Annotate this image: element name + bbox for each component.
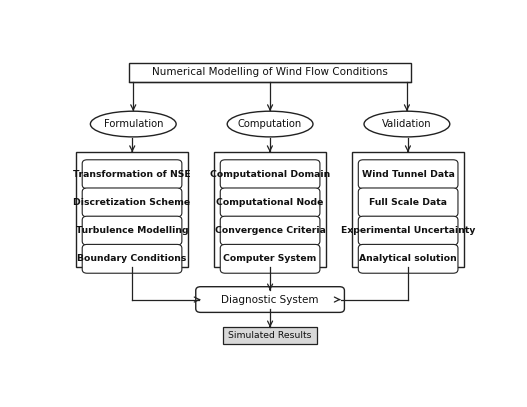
FancyBboxPatch shape <box>220 244 320 273</box>
Text: Computation: Computation <box>238 119 302 129</box>
Ellipse shape <box>91 111 176 137</box>
Text: Transformation of NSE: Transformation of NSE <box>73 170 191 179</box>
Ellipse shape <box>227 111 313 137</box>
FancyBboxPatch shape <box>358 244 458 273</box>
FancyBboxPatch shape <box>352 152 464 267</box>
Ellipse shape <box>364 111 450 137</box>
Text: Formulation: Formulation <box>103 119 163 129</box>
FancyBboxPatch shape <box>82 160 182 188</box>
Text: Full Scale Data: Full Scale Data <box>369 198 447 207</box>
Text: Numerical Modelling of Wind Flow Conditions: Numerical Modelling of Wind Flow Conditi… <box>152 67 388 77</box>
FancyBboxPatch shape <box>358 160 458 188</box>
FancyBboxPatch shape <box>220 216 320 245</box>
FancyBboxPatch shape <box>129 63 411 82</box>
FancyBboxPatch shape <box>220 188 320 217</box>
Text: Computational Node: Computational Node <box>217 198 324 207</box>
FancyBboxPatch shape <box>196 287 345 313</box>
FancyBboxPatch shape <box>358 216 458 245</box>
FancyBboxPatch shape <box>358 188 458 217</box>
Text: Discretization Scheme: Discretization Scheme <box>73 198 191 207</box>
Text: Computational Domain: Computational Domain <box>210 170 330 179</box>
Text: Analytical solution: Analytical solution <box>359 254 457 263</box>
Text: Convergence Criteria: Convergence Criteria <box>214 226 326 235</box>
Text: Turbulence Modelling: Turbulence Modelling <box>76 226 188 235</box>
Text: Computer System: Computer System <box>223 254 317 263</box>
Text: Experimental Uncertainty: Experimental Uncertainty <box>341 226 475 235</box>
Text: Diagnostic System: Diagnostic System <box>221 295 319 304</box>
Text: Wind Tunnel Data: Wind Tunnel Data <box>362 170 455 179</box>
FancyBboxPatch shape <box>214 152 326 267</box>
Text: Validation: Validation <box>382 119 432 129</box>
Text: Simulated Results: Simulated Results <box>228 331 312 340</box>
FancyBboxPatch shape <box>220 160 320 188</box>
FancyBboxPatch shape <box>82 216 182 245</box>
Text: Boundary Conditions: Boundary Conditions <box>77 254 187 263</box>
FancyBboxPatch shape <box>76 152 189 267</box>
FancyBboxPatch shape <box>223 328 317 344</box>
FancyBboxPatch shape <box>82 244 182 273</box>
FancyBboxPatch shape <box>82 188 182 217</box>
